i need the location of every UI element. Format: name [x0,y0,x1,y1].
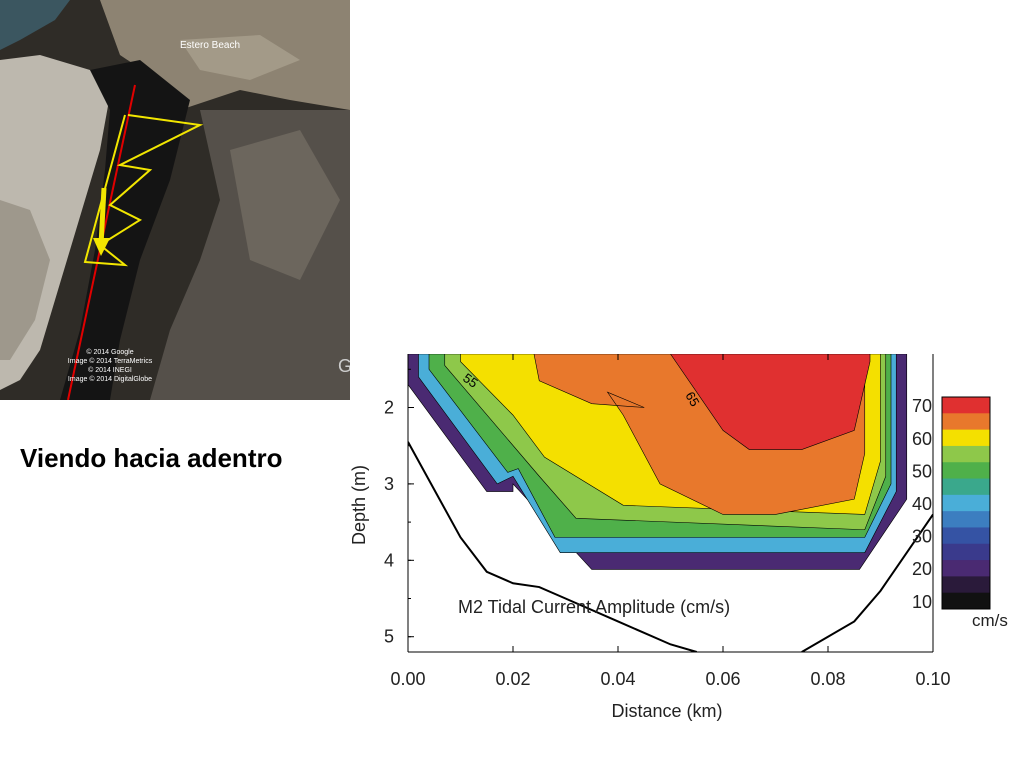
credit-line-4: Image © 2014 DigitalGlobe [68,375,152,383]
bottom-profile [408,441,933,652]
contour-regions [408,354,908,570]
x-tick-label: 0.00 [390,669,425,689]
place-label: Estero Beach [180,40,240,51]
colorbar-tick-label: 20 [912,559,932,579]
colorbar-swatch-10 [942,592,990,610]
colorbar: 70 60 50 40 30 20 10 [912,396,991,612]
satellite-map-svg: Estero Beach © 2014 Google Image © 2014 … [0,0,352,401]
colorbar-swatch-15 [942,576,990,594]
estuary-flats-light [230,130,340,280]
bottom-profile-left [408,441,698,652]
colorbar-swatch-70 [942,397,990,414]
colorbar-swatch-60 [942,429,990,447]
satellite-map: Estero Beach © 2014 Google Image © 2014 … [0,0,352,401]
y-tick-label: 3 [384,474,394,494]
colorbar-swatch-35 [942,511,990,528]
contour-label-65: 65 [682,389,702,409]
direction-arrow [98,187,107,246]
x-tick-label: 0.06 [705,669,740,689]
bottom-profile-right [801,513,933,652]
colorbar-unit: cm/s [972,611,1008,630]
colorbar-swatch-45 [942,478,990,496]
colorbar-swatch-20 [942,560,990,577]
credit-line-2: Image © 2014 TerraMetrics [68,357,153,365]
x-tick-label: 0.04 [600,669,635,689]
caption: Viendo hacia adentro [20,443,283,473]
y-tick-label: 5 [384,627,394,647]
contour-region-70 [670,354,871,450]
ocean-area [0,0,70,50]
colorbar-swatch-50 [942,462,990,480]
chart-title: M2 Tidal Current Amplitude (cm/s) [458,597,730,617]
direction-arrow-head [93,238,110,256]
sand-spit-texture [0,200,50,360]
y-tick-label: 4 [384,550,394,570]
contour-label-55: 55 [460,370,480,391]
credit-line-1: © 2014 Google [86,348,133,356]
google-mark: G [338,356,350,376]
colorbar-tick-label: 30 [912,527,932,547]
survey-track [83,114,204,267]
colorbar-tick-label: 60 [912,429,932,449]
contour-chart: 0.00 0.02 0.04 0.06 0.08 0.10 2 3 4 5 55 65 M2 Ti… [330,340,1024,740]
colorbar-tick-label: 70 [912,396,932,416]
y-axis-label: Depth (m) [349,465,369,545]
x-tick-label: 0.08 [810,669,845,689]
colorbar-swatch-25 [942,543,990,561]
x-tick-label: 0.02 [495,669,530,689]
y-tick-label: 2 [384,397,394,417]
axes: 0.00 0.02 0.04 0.06 0.08 0.10 2 3 4 5 [384,354,951,689]
colorbar-frame [941,396,991,610]
credit-line-3: © 2014 INEGI [88,366,132,374]
town-detail [180,35,300,80]
colorbar-tick-label: 40 [912,494,932,514]
colorbar-swatch-40 [942,494,990,512]
colorbar-tick-label: 50 [912,461,932,481]
colorbar-swatch-30 [942,527,990,545]
colorbar-tick-label: 10 [912,592,932,612]
colorbar-swatch-65 [942,413,990,431]
x-tick-label: 0.10 [915,669,950,689]
colorbar-swatch-55 [942,445,990,463]
x-axis-label: Distance (km) [611,701,722,721]
